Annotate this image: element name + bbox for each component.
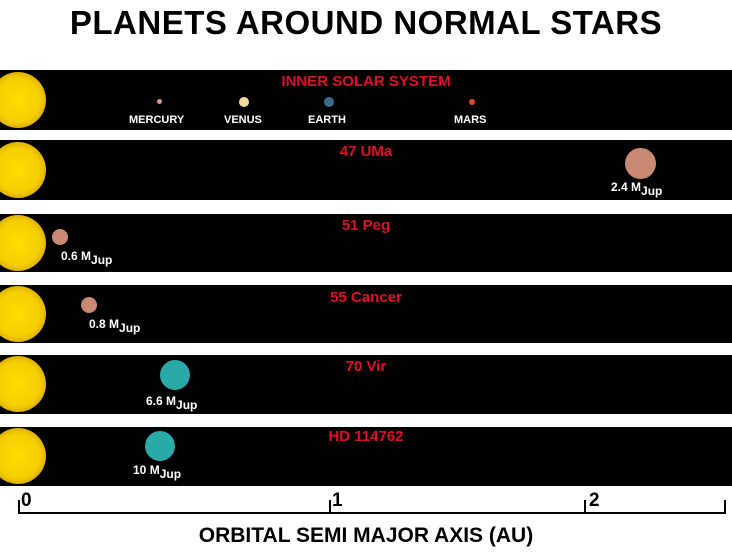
panel-51-peg: 51 Peg 0.6 MJup (0, 214, 732, 272)
x-axis-tick-0 (18, 500, 20, 514)
system-label: 55 Cancer (330, 289, 402, 306)
sun-icon (0, 356, 46, 412)
planet-label-mercury: MERCURY (129, 114, 185, 126)
x-axis-tick-1 (329, 500, 331, 514)
mass-label: 2.4 MJup (611, 180, 663, 198)
planet-label-mars: MARS (454, 114, 487, 126)
planet-55-cancer-b (81, 297, 97, 313)
panel-70-vir: 70 Vir 6.6 MJup (0, 355, 732, 414)
tick-label-1: 1 (332, 490, 343, 511)
mass-label: 6.6 MJup (146, 394, 198, 412)
sun-icon (0, 215, 46, 271)
panel-55-cancer: 55 Cancer 0.8 MJup (0, 285, 732, 343)
diagram-title: PLANETS AROUND NORMAL STARS (69, 4, 663, 41)
planet-47-uma-b (625, 148, 656, 179)
planet-70-vir-b (160, 360, 190, 390)
x-axis-title: ORBITAL SEMI MAJOR AXIS (AU) (198, 524, 534, 547)
planet-51-peg-b (52, 229, 68, 245)
planet-mars (469, 99, 475, 105)
planet-hd-114762-b (145, 431, 175, 461)
system-label: HD 114762 (328, 428, 404, 445)
planet-venus (239, 97, 249, 107)
mass-label: 10 MJup (133, 463, 182, 481)
tick-label-0: 0 (21, 490, 32, 511)
mass-label: 0.6 MJup (61, 249, 113, 267)
x-axis-line (18, 512, 726, 514)
mass-label: 0.8 MJup (89, 317, 141, 335)
sun-icon (0, 72, 46, 128)
x-axis-tick-2 (584, 500, 586, 514)
system-label: 47 UMa (339, 143, 393, 160)
system-label: INNER SOLAR SYSTEM (281, 73, 451, 90)
panel-47-uma: 47 UMa 2.4 MJup (0, 140, 732, 200)
tick-label-2: 2 (589, 490, 600, 511)
system-label: 70 Vir (345, 358, 387, 375)
panel-inner-solar-system: INNER SOLAR SYSTEM MERCURY VENUS EARTH M… (0, 70, 732, 130)
planet-earth (324, 97, 334, 107)
sun-icon (0, 286, 46, 342)
system-label: 51 Peg (341, 217, 391, 234)
sun-icon (0, 142, 46, 198)
panel-hd-114762: HD 114762 10 MJup (0, 427, 732, 486)
planet-label-venus: VENUS (224, 114, 262, 126)
x-axis-tick-end (724, 500, 726, 514)
planet-label-earth: EARTH (308, 114, 346, 126)
planet-mercury (157, 99, 162, 104)
sun-icon (0, 428, 46, 484)
